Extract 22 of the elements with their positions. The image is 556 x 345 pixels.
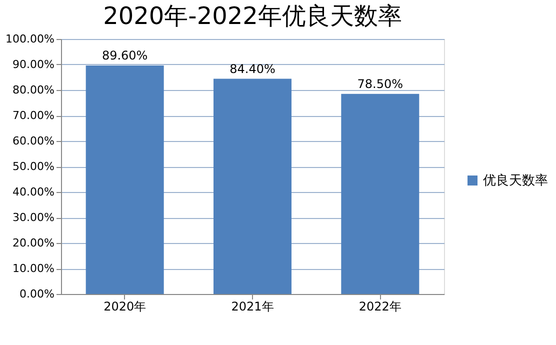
y-tick-label: 20.00% (12, 236, 54, 250)
y-tick-label: 0.00% (20, 288, 54, 300)
y-tick-label: 60.00% (12, 134, 54, 148)
y-tick-label: 70.00% (12, 109, 54, 122)
y-tick-label: 50.00% (12, 160, 54, 173)
data-label: 78.50% (357, 76, 404, 91)
x-tick-label: 2020年 (104, 300, 146, 314)
bar (214, 78, 292, 294)
y-tick-label: 40.00% (12, 186, 54, 198)
y-tick-label: 80.00% (12, 84, 54, 96)
y-tick-label: 90.00% (12, 58, 54, 71)
bar (341, 94, 420, 294)
bar (86, 66, 164, 294)
y-tick-label: 100.00% (6, 32, 54, 46)
x-tick-label: 2021年 (231, 300, 274, 314)
y-tick-label: 10.00% (12, 262, 54, 275)
y-tick-label: 30.00% (12, 211, 54, 224)
legend-label: 优良天数率 (483, 172, 548, 188)
data-label: 84.40% (230, 62, 276, 76)
data-label: 89.60% (102, 48, 148, 63)
x-tick-label: 2022年 (358, 300, 402, 314)
chart-title: 2020年-2022年优良天数率 (103, 2, 402, 30)
